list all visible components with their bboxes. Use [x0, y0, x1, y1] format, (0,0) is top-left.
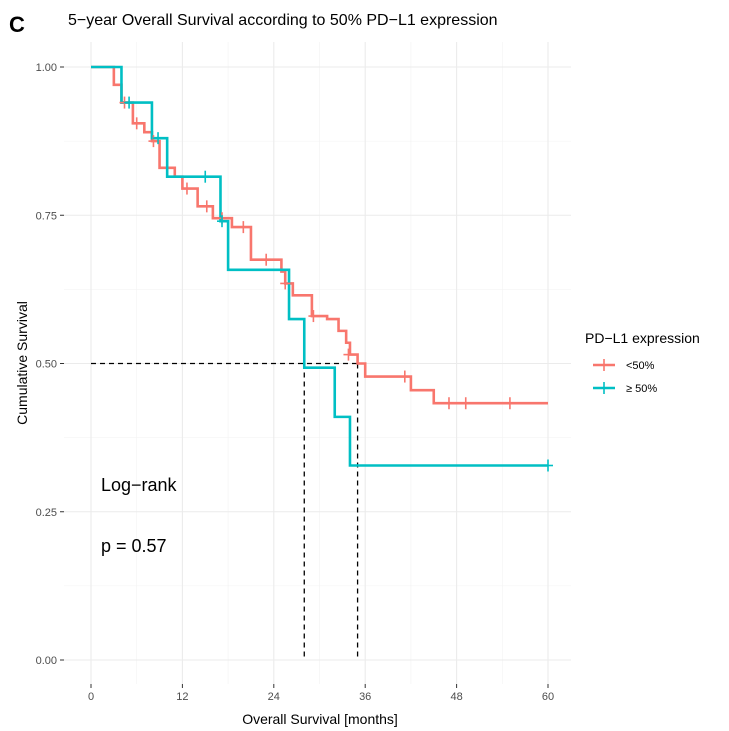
series-above-50-line: [91, 65, 548, 467]
x-tick-label: 24: [268, 691, 280, 703]
x-tick-label: 36: [359, 691, 371, 703]
legend-item: <50%: [593, 359, 655, 372]
y-axis-title: Cumulative Survival: [14, 301, 30, 425]
y-tick-label: 0.00: [36, 655, 57, 667]
censor-mark: [460, 397, 471, 410]
chart-title: 5−year Overall Survival according to 50%…: [68, 12, 498, 29]
legend-label: <50%: [626, 360, 655, 372]
censor-mark: [181, 182, 192, 195]
x-tick-label: 12: [176, 691, 188, 703]
censor-mark: [148, 135, 159, 148]
y-tick-label: 0.50: [36, 359, 57, 371]
legend-title: PD−L1 expression: [585, 330, 700, 346]
x-tick-label: 0: [88, 691, 94, 703]
x-tick-label: 48: [450, 691, 462, 703]
censor-mark: [504, 397, 515, 410]
median-reference-lines: [91, 362, 359, 660]
y-tick-label: 1.00: [36, 62, 57, 74]
censor-mark: [308, 310, 319, 323]
legend-item: ≥ 50%: [593, 382, 657, 395]
censor-mark: [343, 348, 354, 361]
censor-mark: [280, 277, 291, 290]
y-tick-label: 0.25: [36, 507, 57, 519]
censor-marks: [119, 96, 553, 472]
censor-mark: [399, 370, 410, 383]
censor-mark: [200, 170, 211, 183]
censor-mark: [238, 221, 249, 234]
p-value-label: p = 0.57: [101, 536, 167, 556]
censor-mark: [543, 459, 553, 472]
y-tick-label: 0.75: [36, 210, 57, 222]
censor-mark: [124, 96, 135, 109]
axes: 0 12 24 36 48 60 0.00 0.25 0.50 0.75 1.00: [36, 62, 555, 703]
censor-mark: [217, 215, 228, 228]
log-rank-label: Log−rank: [101, 475, 178, 495]
x-tick-label: 60: [542, 691, 554, 703]
x-axis-title: Overall Survival [months]: [242, 711, 398, 727]
censor-mark: [261, 253, 272, 266]
legend-label: ≥ 50%: [626, 383, 657, 395]
panel-label: C: [9, 12, 25, 37]
censor-mark: [443, 397, 454, 410]
censor-mark: [201, 200, 212, 213]
censor-mark: [131, 117, 142, 130]
legend: PD−L1 expression <50% ≥ 50%: [585, 330, 700, 395]
censor-mark: [153, 132, 164, 145]
